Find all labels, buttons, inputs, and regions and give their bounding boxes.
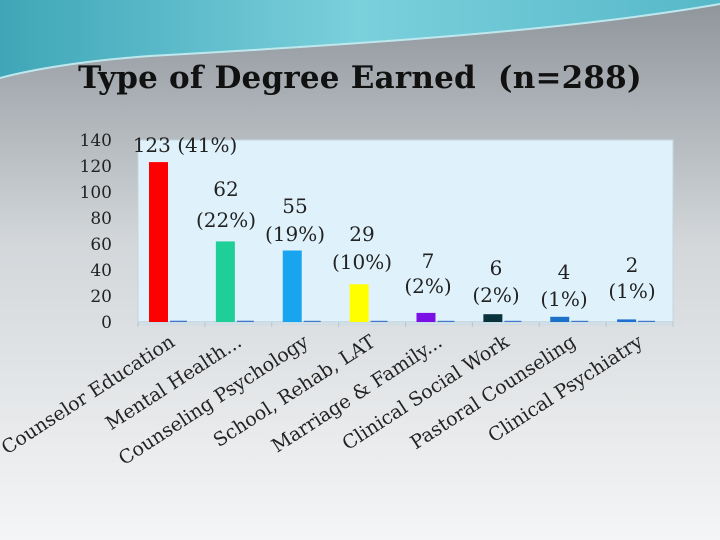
data-label: (1%) <box>608 279 655 303</box>
bar <box>349 284 369 322</box>
bar <box>282 250 302 322</box>
data-label: (10%) <box>332 250 392 274</box>
secondary-bar <box>170 320 187 322</box>
secondary-bar <box>236 320 254 322</box>
secondary-bar <box>370 320 388 322</box>
chart-title: Type of Degree Earned (n=288) <box>78 60 642 96</box>
data-label: 62 <box>213 177 238 201</box>
data-label: 2 <box>626 253 639 277</box>
data-label: 123 (41%) <box>133 133 238 157</box>
data-label: (1%) <box>540 287 587 311</box>
y-tick-label: 140 <box>80 131 112 151</box>
bar <box>617 319 637 322</box>
data-label: 6 <box>490 256 503 280</box>
bar <box>149 162 168 322</box>
data-label: (22%) <box>196 208 256 232</box>
data-label: 4 <box>558 260 571 284</box>
y-tick-label: 20 <box>90 287 112 307</box>
data-label: 7 <box>422 249 435 273</box>
y-tick-label: 80 <box>90 209 112 229</box>
secondary-bar <box>504 320 522 322</box>
secondary-bar <box>571 320 589 322</box>
header-swoosh <box>0 0 720 79</box>
y-tick-label: 120 <box>80 157 112 177</box>
secondary-bar <box>303 320 321 322</box>
y-tick-label: 60 <box>90 235 112 255</box>
bar <box>550 316 570 322</box>
bars-layer <box>149 162 656 322</box>
data-label: (19%) <box>265 222 325 246</box>
data-label: 55 <box>282 194 307 218</box>
secondary-bar <box>437 320 455 322</box>
data-label: (2%) <box>404 274 451 298</box>
y-tick-label: 100 <box>80 183 112 203</box>
bar <box>416 312 436 322</box>
bar <box>215 241 235 322</box>
bar <box>483 314 503 322</box>
secondary-bar <box>638 320 656 322</box>
y-tick-label: 40 <box>90 261 112 281</box>
y-tick-label: 0 <box>101 313 112 333</box>
data-label: (2%) <box>472 283 519 307</box>
data-label: 29 <box>349 222 374 246</box>
data-labels-layer: 123 (41%)62(22%)55(19%) 29(10%) 7(2%)6(2%)… <box>133 133 656 311</box>
